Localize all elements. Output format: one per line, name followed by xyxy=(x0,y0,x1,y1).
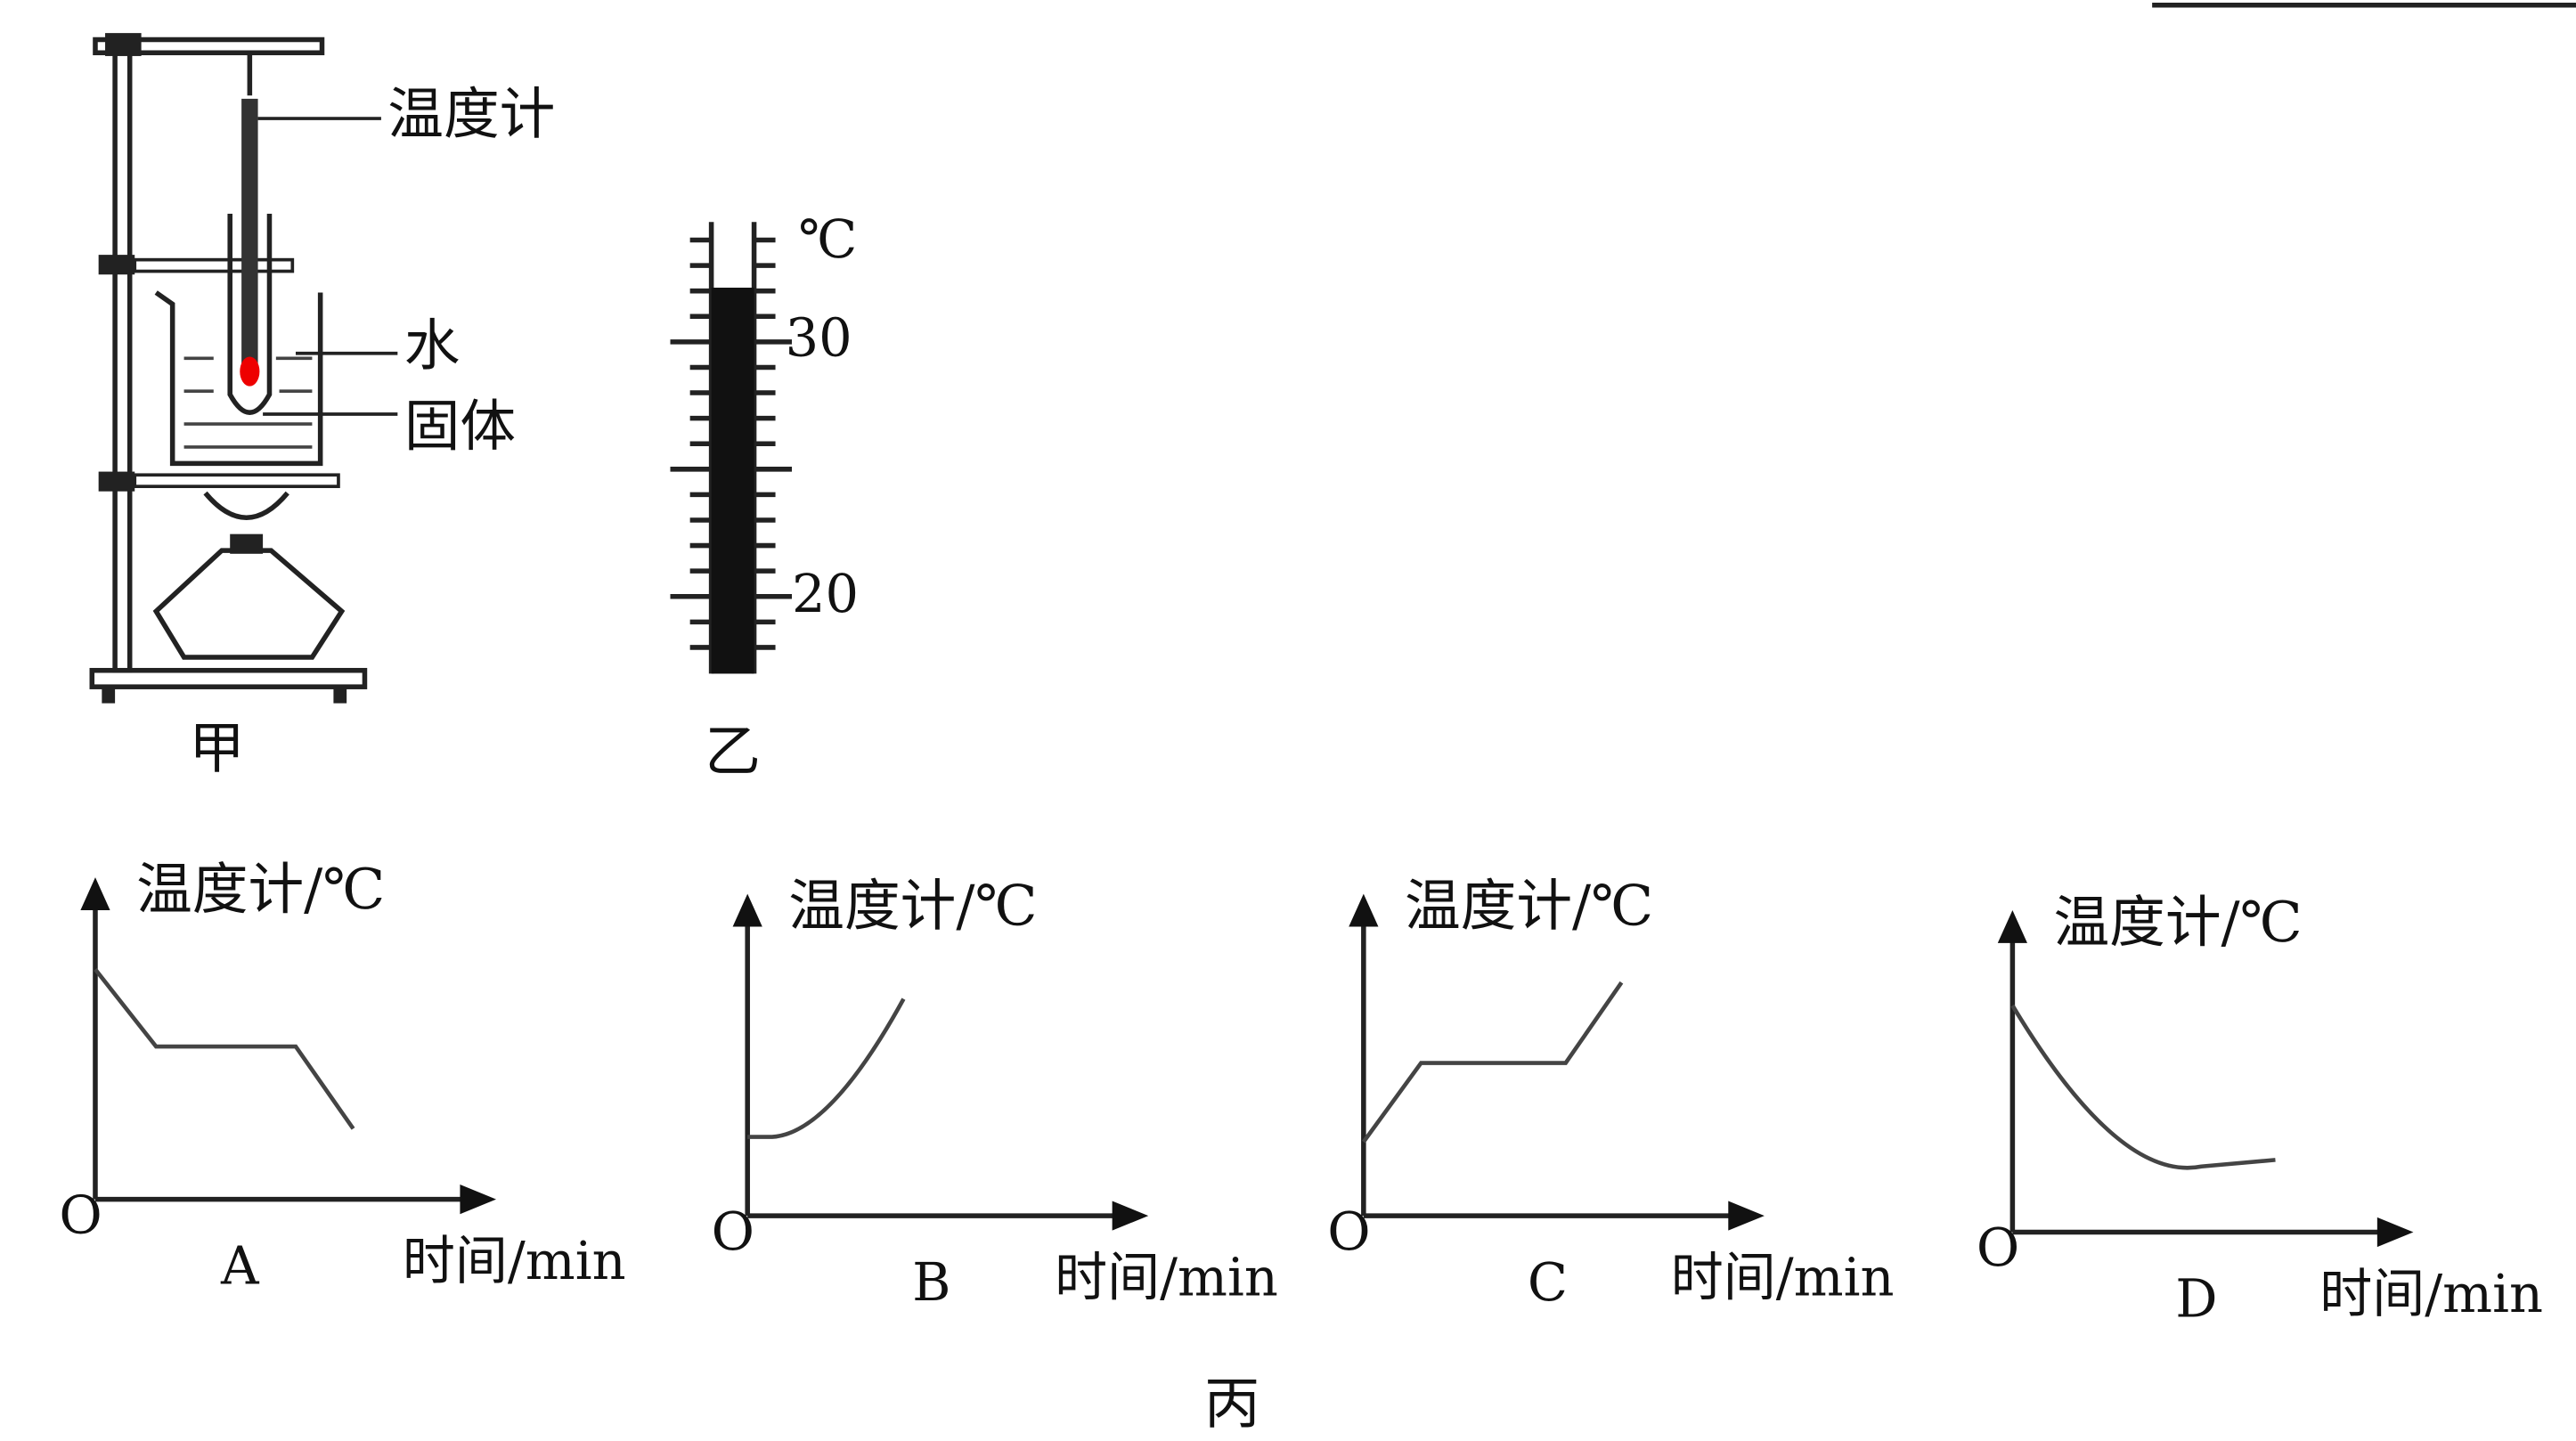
unit: ℃ xyxy=(798,208,857,270)
arrow xyxy=(2376,1217,2414,1248)
apparatus: 温度计 水 固体 甲 xyxy=(89,33,555,780)
arrow xyxy=(1112,1201,1149,1231)
origin: O xyxy=(1327,1201,1370,1262)
x-label: 时间/min xyxy=(1055,1246,1278,1307)
y-label: 温度计/℃ xyxy=(136,857,385,922)
caption: 甲 xyxy=(189,715,245,780)
y-label: 温度计/℃ xyxy=(788,874,1037,939)
arrow xyxy=(460,1185,497,1215)
graph: 温度计/℃ O D 时间/min xyxy=(1977,890,2543,1329)
graph: 温度计/℃ O C 时间/min xyxy=(1327,874,1894,1313)
arrow xyxy=(1997,910,2027,943)
caption: 丙 xyxy=(1204,1371,1260,1436)
x-label: 时间/min xyxy=(2319,1263,2543,1324)
thermometer-label: 温度计 xyxy=(387,82,555,147)
letter: A xyxy=(220,1235,260,1297)
y-label: 温度计/℃ xyxy=(2053,890,2302,955)
y-label: 温度计/℃ xyxy=(1405,874,1653,939)
arrow xyxy=(732,893,762,927)
arrow xyxy=(80,877,110,911)
thermometer: ℃ 30 20 乙 xyxy=(670,208,859,784)
arrow xyxy=(1349,893,1379,927)
x-label: 时间/min xyxy=(403,1230,626,1291)
x-label: 时间/min xyxy=(1671,1246,1895,1307)
curve xyxy=(2010,1004,2276,1170)
curve xyxy=(1361,981,1624,1144)
graph: 温度计/℃ O B 时间/min xyxy=(712,874,1278,1313)
caption: 乙 xyxy=(705,719,761,784)
solid-label: 固体 xyxy=(404,394,516,459)
curve xyxy=(94,967,355,1130)
curve xyxy=(747,997,906,1139)
letter: D xyxy=(2175,1267,2217,1329)
tick-label: 30 xyxy=(786,306,852,368)
letter: C xyxy=(1528,1251,1568,1313)
graph: 温度计/℃ O A 时间/min xyxy=(59,857,625,1296)
origin: O xyxy=(1977,1217,2019,1278)
tick-label: 20 xyxy=(792,563,859,624)
letter: B xyxy=(912,1251,950,1313)
origin: O xyxy=(712,1201,754,1262)
origin: O xyxy=(59,1184,102,1245)
arrow xyxy=(1728,1201,1765,1231)
water-label: 水 xyxy=(404,313,461,379)
